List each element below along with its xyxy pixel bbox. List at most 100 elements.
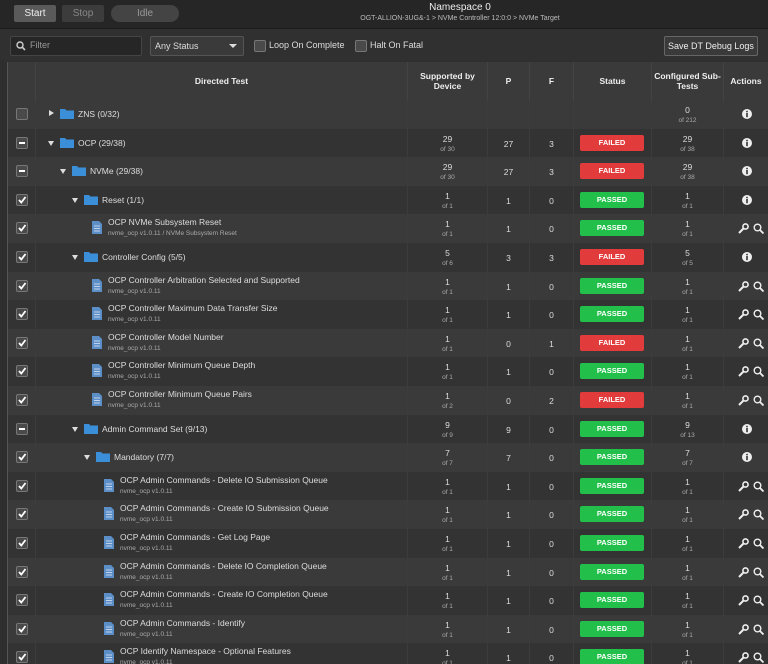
info-button[interactable] (742, 452, 752, 464)
select-cell (8, 414, 36, 444)
configure-button[interactable] (738, 566, 749, 580)
start-button[interactable]: Start (14, 5, 56, 22)
configure-button[interactable] (738, 337, 749, 351)
expand-toggle[interactable] (72, 426, 78, 432)
row-checkbox[interactable] (16, 222, 28, 235)
folder-icon-graphic (72, 166, 86, 177)
row-checkbox[interactable] (16, 365, 28, 378)
inspect-button[interactable] (753, 567, 765, 580)
table-row[interactable]: OCP Identify Namespace - Optional Featur… (8, 643, 768, 664)
inspect-button[interactable] (753, 624, 765, 637)
passed-count: 7 (488, 443, 530, 472)
expand-toggle[interactable] (60, 169, 66, 175)
table-row[interactable]: Reset (1/1) 1 of 1 1 0 PASSED 1 of 1 (8, 185, 768, 216)
table-row[interactable]: OCP Admin Commands - Create IO Submissio… (8, 500, 768, 530)
row-checkbox[interactable] (16, 108, 28, 120)
row-checkbox[interactable] (16, 193, 28, 206)
table-row[interactable]: Controller Config (5/5) 5 of 6 3 3 FAILED 5 of … (8, 243, 768, 273)
info-button[interactable] (742, 109, 752, 121)
row-checkbox[interactable] (16, 279, 28, 292)
row-checkbox[interactable] (16, 451, 28, 464)
failed-value: 0 (549, 367, 554, 378)
table-row[interactable]: OCP Controller Maximum Data Transfer Siz… (8, 300, 768, 330)
failed-count: 0 (530, 414, 574, 444)
row-checkbox[interactable] (16, 479, 28, 492)
stop-button[interactable]: Stop (62, 5, 104, 22)
table-row[interactable]: OCP Admin Commands - Delete IO Submissio… (8, 471, 768, 502)
expand-toggle[interactable] (84, 455, 90, 461)
halt-checkbox[interactable] (355, 40, 367, 52)
row-checkbox[interactable] (16, 651, 28, 664)
row-checkbox[interactable] (16, 537, 28, 549)
configure-button[interactable] (738, 366, 749, 379)
expand-toggle[interactable] (48, 140, 54, 146)
status-select[interactable]: Any Status (150, 36, 244, 56)
configure-button[interactable] (738, 223, 749, 236)
row-checkbox[interactable] (16, 336, 28, 349)
info-button[interactable] (742, 423, 752, 436)
configure-button[interactable] (738, 280, 749, 294)
table-row[interactable]: ZNS (0/32) 0 of 212 (8, 100, 768, 130)
table-row[interactable]: OCP Controller Model Number nvme_ocp v1.0… (8, 328, 768, 359)
info-button[interactable] (742, 252, 752, 264)
table-row[interactable]: Mandatory (7/7) 7 of 7 7 0 PASSED 7 of 7 (8, 443, 768, 473)
row-checkbox[interactable] (16, 565, 28, 578)
inspect-button[interactable] (753, 652, 765, 664)
table-row[interactable]: OCP Admin Commands - Identify nvme_ocp v1… (8, 614, 768, 645)
save-logs-button[interactable]: Save DT Debug Logs (664, 36, 758, 56)
test-name: OCP Admin Commands - Delete IO Completio… (120, 560, 327, 571)
inspect-button[interactable] (753, 281, 765, 294)
inspect-button[interactable] (753, 223, 765, 236)
status-cell: PASSED (574, 614, 652, 644)
inspect-button[interactable] (753, 366, 765, 379)
table-row[interactable]: Admin Command Set (9/13) 9 of 9 9 0 PASSED 9 of… (8, 414, 768, 445)
info-button[interactable] (742, 137, 752, 150)
row-checkbox[interactable] (16, 251, 28, 263)
row-checkbox[interactable] (16, 622, 28, 635)
inspect-button[interactable] (753, 395, 765, 408)
configure-button[interactable] (738, 395, 749, 408)
supported-total: of 1 (442, 660, 453, 664)
row-checkbox[interactable] (16, 394, 28, 406)
row-checkbox[interactable] (16, 308, 28, 321)
configure-button[interactable] (738, 595, 749, 608)
table-row[interactable]: NVMe (29/38) 29 of 30 27 3 FAILED 29 of 38 (8, 157, 768, 187)
table-row[interactable]: OCP Admin Commands - Get Log Page nvme_oc… (8, 529, 768, 559)
test-name: OCP Controller Maximum Data Transfer Siz… (108, 303, 278, 314)
table-row[interactable]: OCP Controller Arbitration Selected and … (8, 271, 768, 302)
inspect-button[interactable] (753, 481, 765, 494)
row-checkbox[interactable] (16, 422, 28, 435)
table-row[interactable]: OCP Controller Minimum Queue Pairs nvme_o… (8, 386, 768, 416)
configure-button[interactable] (738, 538, 749, 551)
row-checkbox[interactable] (16, 165, 28, 178)
status-select-value: Any Status (155, 41, 199, 51)
info-button[interactable] (742, 194, 752, 207)
configured: 1 of 1 (652, 529, 724, 558)
expand-toggle[interactable] (72, 197, 78, 203)
expand-toggle[interactable] (72, 255, 78, 260)
info-button[interactable] (742, 166, 752, 178)
passed-count: 1 (488, 643, 530, 664)
row-checkbox[interactable] (16, 136, 28, 149)
table-row[interactable]: OCP (29/38) 29 of 30 27 3 FAILED 29 of 38 (8, 128, 768, 159)
filter-input[interactable]: Filter (10, 36, 142, 56)
loop-checkbox[interactable] (254, 40, 266, 52)
configure-button[interactable] (738, 509, 749, 522)
configure-button[interactable] (738, 652, 749, 664)
configure-button[interactable] (738, 480, 749, 494)
configure-button[interactable] (738, 623, 749, 637)
table-row[interactable]: OCP Admin Commands - Delete IO Completio… (8, 557, 768, 588)
inspect-button[interactable] (753, 509, 765, 522)
row-checkbox[interactable] (16, 508, 28, 521)
expand-toggle[interactable] (49, 110, 54, 116)
inspect-button[interactable] (753, 309, 765, 322)
table-row[interactable]: OCP Admin Commands - Create IO Completio… (8, 586, 768, 616)
failed-count: 0 (530, 214, 574, 243)
table-row[interactable]: OCP Controller Minimum Queue Depth nvme_o… (8, 357, 768, 387)
inspect-button[interactable] (753, 595, 765, 608)
configure-button[interactable] (738, 309, 749, 322)
table-row[interactable]: OCP NVMe Subsystem Reset nvme_ocp v1.0.11… (8, 214, 768, 244)
row-checkbox[interactable] (16, 594, 28, 607)
inspect-button[interactable] (753, 538, 765, 551)
inspect-button[interactable] (753, 338, 765, 351)
